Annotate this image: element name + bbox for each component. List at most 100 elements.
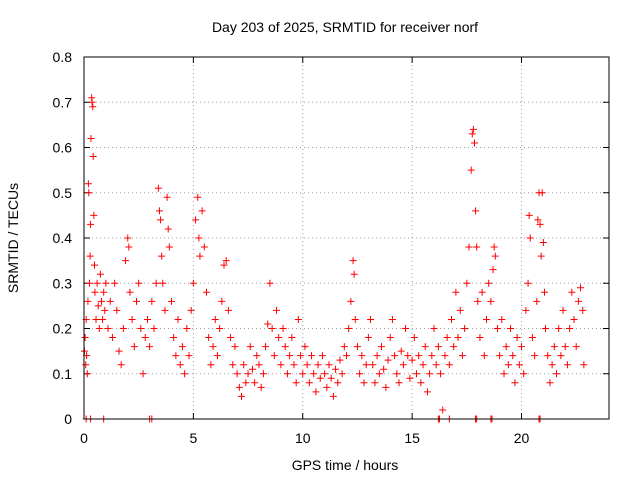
data-point bbox=[314, 361, 322, 369]
data-point bbox=[90, 211, 98, 219]
data-point bbox=[325, 361, 333, 369]
chart-title: Day 203 of 2025, SRMTID for receiver nor… bbox=[212, 19, 478, 35]
y-tick-label: 0.5 bbox=[53, 185, 73, 201]
x-tick-label: 5 bbox=[189, 430, 197, 446]
data-point bbox=[480, 352, 488, 360]
data-point bbox=[572, 343, 580, 351]
data-point bbox=[332, 365, 340, 373]
data-point bbox=[216, 325, 224, 332]
data-point bbox=[434, 343, 442, 351]
data-point bbox=[468, 130, 476, 138]
data-point bbox=[524, 279, 532, 287]
data-point bbox=[229, 361, 237, 369]
data-point bbox=[85, 279, 93, 287]
data-point bbox=[415, 352, 423, 360]
data-point bbox=[92, 315, 100, 323]
data-point bbox=[273, 306, 280, 314]
data-point bbox=[81, 334, 89, 342]
data-point bbox=[96, 270, 104, 278]
data-point bbox=[384, 356, 392, 364]
data-point bbox=[323, 383, 331, 391]
data-point bbox=[87, 220, 95, 228]
data-point bbox=[95, 325, 103, 332]
data-point bbox=[375, 370, 383, 378]
data-point bbox=[504, 361, 512, 369]
data-point bbox=[189, 279, 197, 287]
data-point bbox=[388, 315, 396, 323]
data-point bbox=[423, 388, 431, 396]
data-point bbox=[570, 315, 578, 323]
data-point bbox=[448, 315, 455, 323]
data-point bbox=[441, 352, 449, 360]
data-point bbox=[84, 180, 92, 188]
data-point bbox=[255, 361, 263, 369]
x-tick-label: 0 bbox=[80, 430, 88, 446]
data-point bbox=[574, 297, 582, 305]
data-point bbox=[378, 343, 385, 351]
data-point bbox=[91, 261, 98, 269]
data-point bbox=[563, 361, 571, 369]
data-point bbox=[244, 370, 252, 378]
data-point bbox=[262, 343, 270, 351]
data-point bbox=[360, 379, 368, 387]
data-point bbox=[559, 306, 567, 314]
data-point bbox=[290, 361, 298, 369]
data-point bbox=[125, 243, 133, 251]
data-point bbox=[84, 297, 92, 305]
data-point bbox=[106, 297, 114, 305]
data-point bbox=[159, 279, 167, 287]
data-point bbox=[419, 361, 427, 369]
data-point bbox=[165, 243, 173, 251]
data-point bbox=[94, 302, 102, 310]
data-point bbox=[485, 279, 493, 287]
data-point bbox=[220, 261, 228, 269]
data-point bbox=[539, 239, 547, 247]
data-point bbox=[579, 306, 587, 314]
data-point bbox=[321, 370, 329, 378]
data-point bbox=[294, 315, 302, 323]
data-point bbox=[491, 252, 499, 260]
data-point bbox=[128, 315, 136, 323]
data-point bbox=[157, 216, 165, 224]
data-point bbox=[533, 297, 541, 305]
data-point bbox=[338, 370, 346, 378]
y-tick-label: 0.8 bbox=[53, 49, 73, 65]
data-point bbox=[163, 193, 171, 201]
data-point bbox=[336, 356, 344, 364]
data-point bbox=[483, 315, 490, 323]
data-point bbox=[522, 306, 530, 314]
data-point bbox=[391, 352, 399, 360]
data-point bbox=[297, 352, 305, 360]
data-point bbox=[181, 370, 189, 378]
y-tick-label: 0.7 bbox=[53, 94, 73, 110]
y-axis-label: SRMTID / TECUs bbox=[5, 183, 21, 293]
data-point bbox=[467, 166, 475, 174]
data-point bbox=[500, 370, 508, 378]
data-point bbox=[113, 306, 121, 314]
data-point bbox=[168, 297, 175, 305]
data-point bbox=[148, 297, 156, 305]
data-point bbox=[334, 379, 342, 387]
data-point bbox=[310, 370, 318, 378]
data-point bbox=[299, 370, 307, 378]
data-point bbox=[246, 343, 254, 351]
data-point bbox=[350, 270, 358, 278]
data-point bbox=[305, 379, 313, 387]
data-point bbox=[580, 361, 588, 369]
data-point bbox=[192, 216, 200, 224]
data-point bbox=[417, 379, 425, 387]
data-point bbox=[224, 306, 232, 314]
data-points bbox=[80, 94, 588, 423]
data-point bbox=[437, 370, 445, 378]
data-point bbox=[141, 334, 149, 342]
data-point bbox=[279, 325, 287, 332]
data-point bbox=[283, 370, 291, 378]
data-point bbox=[316, 374, 324, 382]
data-point bbox=[358, 352, 366, 360]
data-point bbox=[83, 370, 91, 378]
data-point bbox=[340, 343, 348, 351]
y-tick-label: 0.2 bbox=[53, 321, 73, 337]
data-point bbox=[478, 288, 486, 296]
data-point bbox=[349, 257, 357, 265]
data-point bbox=[465, 243, 473, 251]
